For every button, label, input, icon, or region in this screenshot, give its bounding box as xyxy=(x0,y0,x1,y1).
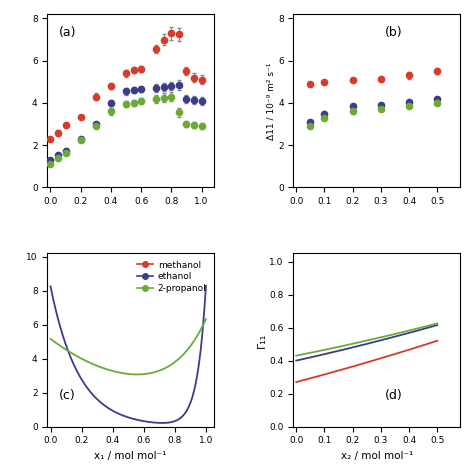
X-axis label: x₂ / mol mol⁻¹: x₂ / mol mol⁻¹ xyxy=(340,451,413,461)
Y-axis label: Γ₁₁: Γ₁₁ xyxy=(256,332,266,347)
Y-axis label: Δ11 / 10⁻⁹ m² s⁻¹: Δ11 / 10⁻⁹ m² s⁻¹ xyxy=(266,62,275,139)
Text: (b): (b) xyxy=(385,27,402,39)
Text: (a): (a) xyxy=(59,27,76,39)
Text: (c): (c) xyxy=(59,389,76,402)
X-axis label: x₁ / mol mol⁻¹: x₁ / mol mol⁻¹ xyxy=(94,451,167,461)
Legend: methanol, ethanol, 2-propanol: methanol, ethanol, 2-propanol xyxy=(134,258,209,296)
Text: (d): (d) xyxy=(385,389,403,402)
